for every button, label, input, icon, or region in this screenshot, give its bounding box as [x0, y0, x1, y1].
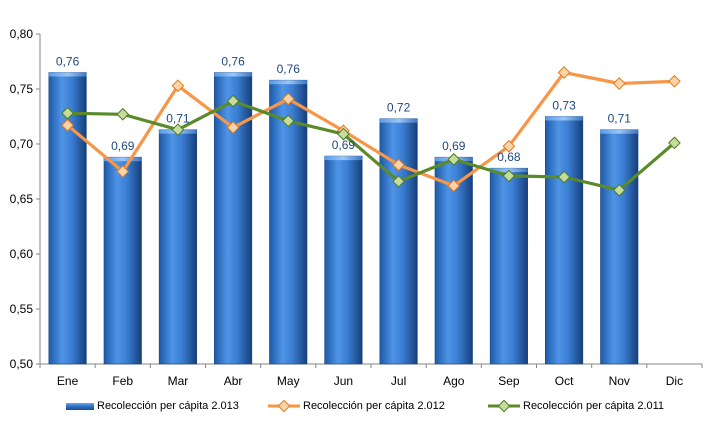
bar-top-highlight	[214, 72, 252, 77]
bar	[269, 79, 308, 365]
bar-top-highlight	[48, 72, 87, 77]
series-point	[116, 165, 130, 178]
y-tick-label: 0,55	[10, 302, 34, 316]
series-point	[612, 183, 626, 197]
x-tick-label: Feb	[112, 374, 133, 388]
y-tick-label: 0,65	[10, 192, 34, 206]
bar-data-label: 0,72	[387, 101, 411, 115]
series-point	[171, 79, 185, 93]
legend-label-2011: Recolección per cápita 2.011	[523, 400, 665, 412]
bar-data-label: 0,68	[497, 150, 521, 164]
series-point	[61, 118, 74, 132]
bar-data-label: 0,71	[608, 112, 632, 126]
series-point	[502, 169, 516, 183]
bar-top-highlight	[324, 156, 363, 161]
series-point	[337, 127, 350, 141]
x-tick-label: Mar	[168, 374, 189, 388]
series-point	[226, 94, 240, 108]
legend-label-2013: Recolección per cápita 2.013	[97, 400, 239, 412]
bar-data-label: 0,76	[277, 62, 301, 76]
y-tick-label: 0,50	[10, 357, 34, 371]
x-tick-label: May	[277, 374, 300, 388]
legend-label-2012: Recolección per cápita 2.012	[303, 400, 445, 412]
bar	[600, 129, 639, 365]
x-tick-label: Ene	[57, 374, 79, 388]
series-point	[447, 179, 461, 193]
bar-data-label: 0,69	[111, 139, 135, 153]
bar	[158, 129, 197, 365]
bar-top-highlight	[103, 157, 142, 162]
bar-top-highlight	[269, 80, 308, 85]
x-tick-label: Ago	[443, 374, 465, 388]
legend-item-2012: Recolección per cápita 2.012	[268, 394, 445, 418]
bar-data-label: 0,73	[552, 99, 576, 113]
series-point	[281, 92, 295, 106]
bar-data-label: 0,69	[332, 138, 356, 152]
bar	[489, 167, 528, 365]
bar-top-highlight	[379, 118, 418, 123]
x-tick-label: Dic	[666, 374, 683, 388]
legend-bar-swatch	[66, 402, 94, 410]
bar	[324, 155, 363, 365]
series-point	[392, 175, 405, 188]
series-point	[281, 114, 295, 128]
bar-data-label: 0,69	[442, 139, 466, 153]
series-point	[447, 153, 461, 166]
series-point	[116, 107, 130, 121]
bar-data-label: 0,71	[166, 112, 190, 126]
series-line	[66, 70, 675, 188]
bar-top-highlight	[545, 116, 583, 121]
bar-top-highlight	[600, 129, 639, 134]
x-tick-label: Abr	[224, 374, 243, 388]
bar	[545, 116, 584, 365]
x-tick-label: Nov	[609, 374, 630, 388]
x-tick-label: Oct	[555, 374, 574, 388]
x-tick-label: Jun	[334, 374, 353, 388]
y-tick-label: 0,80	[10, 27, 34, 41]
series-point	[171, 123, 185, 137]
legend: Recolección per cápita 2.013 Recolección…	[0, 394, 716, 418]
bar	[103, 156, 142, 365]
legend-item-2011: Recolección per cápita 2.011	[488, 394, 664, 418]
x-tick-label: Jul	[391, 374, 406, 388]
chart: 0,50 0,55 0,60 0,65 0,70 0,75 0,80 Ene Feb Mar Abr…	[10, 27, 703, 388]
series-point	[612, 77, 626, 90]
series-point	[557, 170, 571, 184]
series-point	[668, 136, 681, 150]
y-tick-label: 0,75	[10, 82, 34, 96]
series-point	[557, 66, 571, 79]
series-point	[502, 139, 516, 153]
series-point	[668, 74, 681, 88]
legend-orange-line-swatch	[268, 399, 300, 413]
x-tick-label: Sep	[498, 374, 520, 388]
series-point	[392, 158, 405, 172]
y-tick-label: 0,70	[10, 137, 34, 151]
bar-data-label: 0,76	[221, 55, 245, 69]
series-point	[226, 121, 240, 134]
series-point	[61, 106, 74, 120]
bar-data-label: 0,76	[56, 55, 80, 69]
series-line	[67, 99, 676, 192]
y-tick-label: 0,60	[10, 247, 34, 261]
legend-green-line-swatch	[488, 399, 520, 413]
legend-item-2013: Recolección per cápita 2.013	[66, 394, 239, 418]
